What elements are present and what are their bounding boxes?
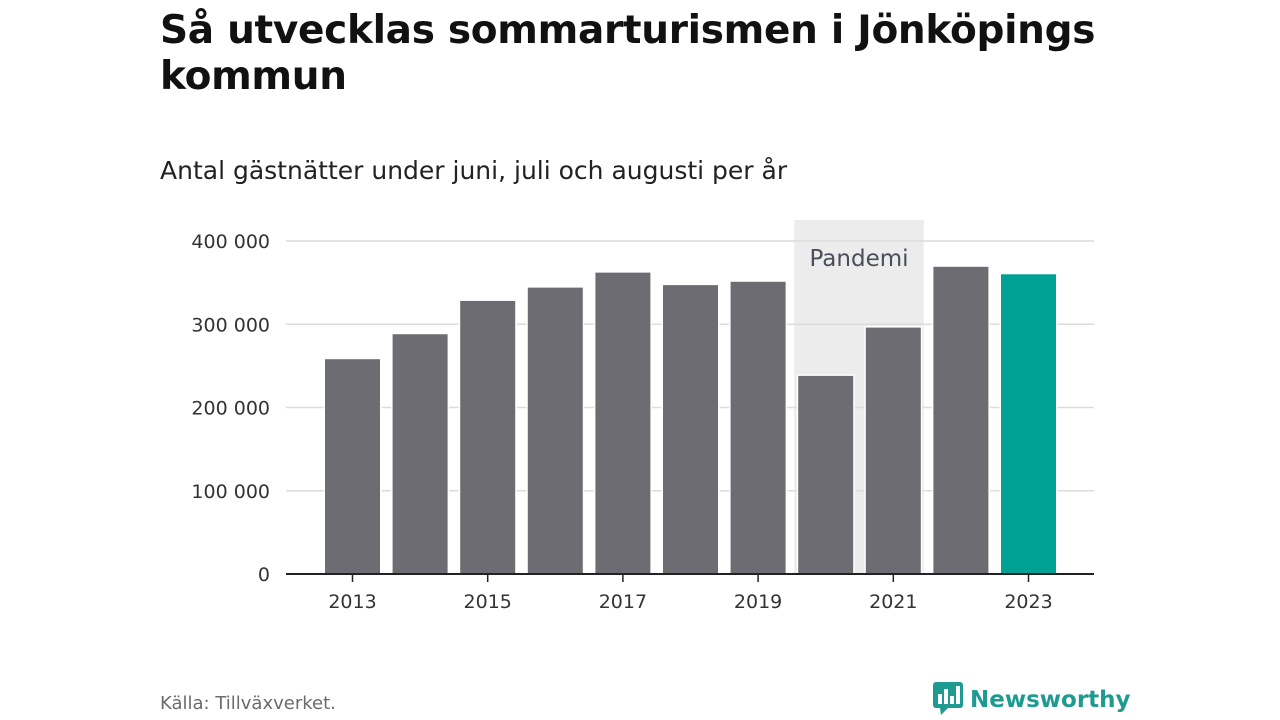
- y-tick-label: 200 000: [191, 398, 270, 420]
- y-tick-label: 400 000: [191, 231, 270, 253]
- x-tick-label: 2021: [869, 591, 917, 613]
- newsworthy-logo-icon: [932, 680, 964, 720]
- y-tick-label: 0: [258, 564, 270, 586]
- bar-2019: [730, 281, 786, 574]
- bar-2016: [527, 287, 583, 574]
- x-tick-label: 2017: [599, 591, 647, 613]
- x-tick-label: 2013: [328, 591, 376, 613]
- brand-name: Newsworthy: [970, 687, 1131, 713]
- x-tick-label: 2019: [734, 591, 782, 613]
- bar-2023: [1001, 274, 1056, 574]
- x-tick-label: 2015: [464, 591, 512, 613]
- pandemic-label: Pandemi: [809, 246, 908, 272]
- axes: 2013 2015 2017 2019 2021 2023: [286, 573, 1094, 613]
- bar-2015: [460, 300, 516, 574]
- y-tick-label: 300 000: [191, 314, 270, 336]
- bar-2014: [392, 334, 448, 574]
- bars: [323, 265, 1058, 574]
- bar-2021: [865, 327, 921, 574]
- bar-2013: [325, 359, 380, 574]
- source-note: Källa: Tillväxverket.: [160, 693, 336, 714]
- y-tick-label: 100 000: [191, 481, 270, 503]
- x-tick-label: 2023: [1004, 591, 1052, 613]
- bar-2017: [595, 272, 651, 574]
- bar-2018: [663, 285, 718, 574]
- brand-logo: Newsworthy: [932, 682, 1131, 718]
- bar-2020: [798, 375, 854, 574]
- chart-subtitle: Antal gästnätter under juni, juli och au…: [160, 156, 788, 185]
- bar-2022: [933, 266, 989, 574]
- chart-title: Så utvecklas sommarturismen i Jönköpings…: [160, 8, 1096, 99]
